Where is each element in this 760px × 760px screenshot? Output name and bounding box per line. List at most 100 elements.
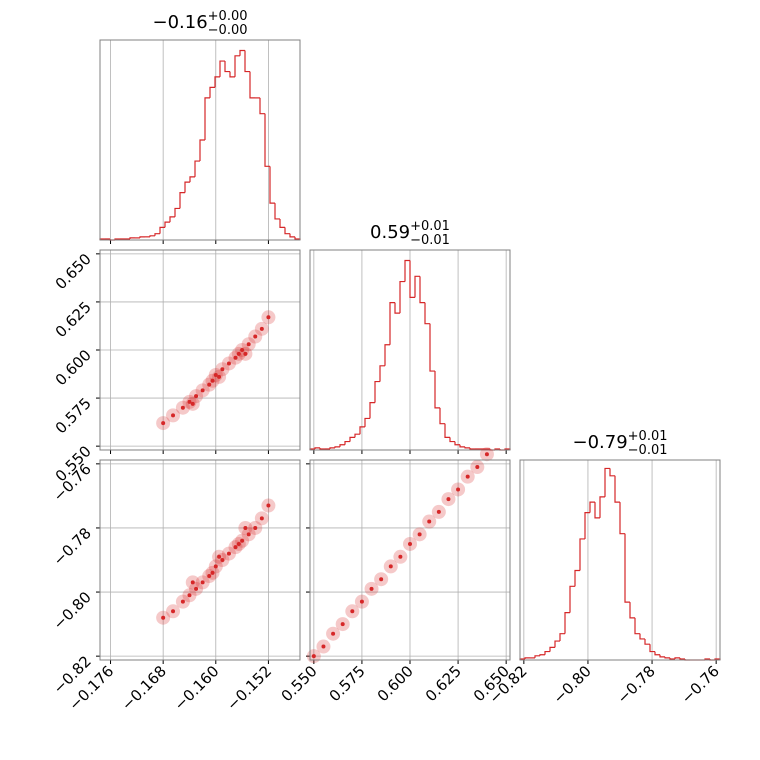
hist-bin (164, 221, 170, 228)
hist-bin (139, 236, 145, 238)
hist-bin (189, 176, 195, 183)
panel-frame (99, 249, 301, 451)
hist-bin (159, 226, 165, 234)
title-sup: +0.01 (410, 219, 450, 234)
hist-bin (314, 447, 320, 449)
sample-point (161, 615, 166, 620)
x-tick-label: −0.80 (550, 662, 595, 707)
hist-bin (419, 276, 425, 304)
hist-bin (679, 657, 685, 660)
sample-point (475, 465, 480, 470)
hist-bin (569, 585, 575, 613)
hist-bin (234, 55, 240, 77)
hist-bin (199, 139, 205, 162)
hist-bin (249, 71, 255, 99)
sample-point (379, 577, 384, 582)
hist-bin (659, 654, 665, 658)
sample-point (171, 609, 176, 614)
sample-point (388, 564, 393, 569)
sample-point (220, 558, 225, 562)
hist-bin (609, 468, 615, 477)
hist-bin (369, 402, 375, 419)
panel-frame (519, 459, 721, 661)
hist-bin (319, 447, 325, 450)
hist-bin (394, 302, 400, 314)
x-tick-label: 0.550 (278, 662, 321, 705)
sample-point (190, 580, 195, 585)
panel-frame (99, 459, 301, 661)
sample-point (321, 644, 326, 649)
hist-bin (259, 97, 265, 115)
hist-bin (339, 444, 345, 447)
panel-title: 0.59+0.01 −0.01 (370, 219, 450, 248)
title-sup: +0.00 (208, 9, 248, 24)
sample-point (226, 551, 231, 556)
sample-point (484, 452, 489, 457)
hist-bin (429, 323, 435, 372)
sample-point (465, 474, 470, 479)
hist-bin (564, 612, 570, 634)
hist-bin (214, 76, 220, 88)
sample-point (436, 509, 441, 514)
hist-bin (539, 654, 545, 656)
hist-bin (239, 49, 245, 56)
hist-bin (344, 440, 350, 445)
sample-point (398, 554, 403, 559)
sample-point (259, 516, 264, 521)
sample-point (369, 586, 374, 591)
x-tick-label: 0.600 (374, 662, 417, 705)
panel-frame (309, 249, 511, 451)
hist-bin (264, 113, 270, 167)
hist-bin (194, 160, 200, 177)
sample-point (213, 373, 218, 377)
hist-bin (619, 502, 625, 535)
hist-bin (594, 502, 600, 519)
sample-point (236, 541, 241, 546)
sample-point (340, 622, 345, 627)
y-tick-label: 0.600 (52, 346, 95, 389)
hist-bin (374, 380, 380, 403)
hist-bin (244, 50, 250, 73)
hist-bin (544, 650, 550, 655)
sample-point (246, 342, 251, 347)
sample-point (243, 351, 248, 356)
sample-point (253, 334, 258, 339)
x-tick-label: −0.78 (614, 662, 659, 707)
sample-point (243, 525, 248, 530)
hist-bin (384, 344, 390, 366)
y-tick-label: −0.78 (50, 524, 95, 569)
sample-point (350, 609, 355, 614)
hist-bin (269, 166, 275, 204)
x-tick-label: 0.625 (422, 662, 465, 705)
sample-point (408, 541, 412, 546)
sample-point (190, 401, 195, 406)
sample-point (207, 382, 212, 387)
sample-point (233, 355, 238, 360)
hist-bin (329, 447, 335, 449)
sample-point (171, 413, 176, 418)
hist-bin (174, 207, 180, 217)
hist-bin (154, 233, 160, 236)
hist-bin (534, 655, 540, 658)
hist-bin (614, 475, 620, 503)
hist-bin (129, 237, 135, 239)
hist-bin (579, 538, 585, 571)
sample-point (187, 399, 192, 404)
hist-bin (459, 444, 465, 448)
hist-bin (454, 441, 460, 446)
sample-point (217, 374, 222, 379)
hist-bin (469, 447, 475, 450)
hist-bin (624, 533, 630, 603)
x-tick-label: −0.152 (223, 662, 275, 714)
hist-bin (629, 602, 635, 619)
hist-bin (274, 203, 280, 220)
panel-frame (309, 459, 511, 661)
title-value: 0.59 (370, 222, 410, 243)
hist-bin (644, 638, 650, 645)
title-value: −0.16 (152, 12, 207, 33)
hist-bin (379, 365, 385, 382)
panel-frame (99, 39, 301, 241)
hist-bin (389, 302, 395, 345)
sample-point (220, 367, 225, 372)
